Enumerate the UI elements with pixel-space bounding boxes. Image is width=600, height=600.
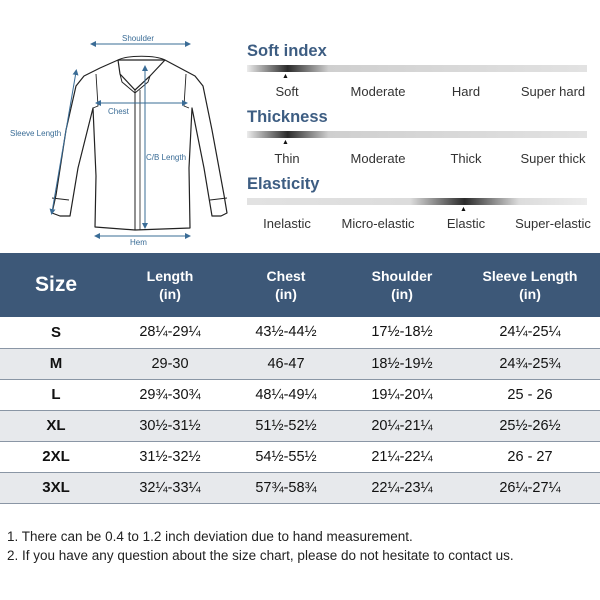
shoulder-header-unit: (in) (391, 286, 413, 302)
shoulder-header-label: Shoulder (371, 268, 433, 284)
soft-index-options: Soft Moderate Hard Super hard (247, 84, 587, 104)
table-row: L 29¾-30¾ 48¼-49¼ 19¼-20¼ 25 - 26 (0, 379, 600, 410)
sleeve-length-cell: 24¾-25¾ (460, 348, 600, 379)
soft-index-title: Soft index (247, 42, 327, 60)
elasticity-gradient (247, 198, 587, 205)
soft-index-option: Soft (275, 84, 299, 99)
size-header: Size (0, 253, 112, 317)
chest-label: Chest (108, 107, 129, 116)
elasticity-option: Super-elastic (515, 216, 591, 231)
sleeve-length-cell: 25 - 26 (460, 379, 600, 410)
soft-index-gradient (247, 65, 587, 72)
size-chart-notes: 1. There can be 0.4 to 1.2 inch deviatio… (7, 527, 514, 565)
shoulder-cell: 22¼-23¼ (344, 472, 460, 503)
note-line: 1. There can be 0.4 to 1.2 inch deviatio… (7, 529, 413, 544)
soft-index-section: Soft index ▲ Soft Moderate Hard Super ha… (247, 42, 587, 99)
elasticity-option: Inelastic (263, 216, 311, 231)
thickness-gradient (247, 131, 587, 138)
elasticity-options: Inelastic Micro-elastic Elastic Super-el… (247, 216, 591, 236)
sleeve-length-header: Sleeve Length (in) (460, 253, 600, 317)
soft-index-marker-icon: ▲ (282, 73, 289, 80)
sleeve-length-cell: 24¼-25¼ (460, 317, 600, 348)
length-cell: 29¾-30¾ (112, 379, 228, 410)
elasticity-scale (247, 198, 587, 205)
shoulder-cell: 19¼-20¼ (344, 379, 460, 410)
thickness-options: Thin Moderate Thick Super thick (247, 151, 587, 171)
chest-cell: 51½-52½ (228, 410, 344, 441)
elasticity-option: Micro-elastic (341, 216, 415, 231)
size-cell: 3XL (0, 472, 112, 503)
table-row: M 29-30 46-47 18½-19½ 24¾-25¾ (0, 348, 600, 379)
elasticity-title: Elasticity (247, 175, 320, 193)
thickness-option: Thick (450, 151, 482, 166)
soft-index-option: Hard (451, 84, 481, 99)
size-cell: XL (0, 410, 112, 441)
size-cell: 2XL (0, 441, 112, 472)
chest-header: Chest (in) (228, 253, 344, 317)
chest-cell: 43½-44½ (228, 317, 344, 348)
sleeve-length-cell: 26¼-27¼ (460, 472, 600, 503)
shoulder-header: Shoulder (in) (344, 253, 460, 317)
shoulder-cell: 17½-18½ (344, 317, 460, 348)
chest-header-unit: (in) (275, 286, 297, 302)
size-cell: M (0, 348, 112, 379)
chest-header-label: Chest (266, 268, 306, 284)
shirt-measurement-diagram: Shoulder Chest Sleeve Length C/B Length … (0, 0, 240, 250)
thickness-scale (247, 131, 587, 138)
thickness-option: Super thick (520, 151, 586, 166)
length-header: Length (in) (112, 253, 228, 317)
length-cell: 32¼-33¼ (112, 472, 228, 503)
thickness-title: Thickness (247, 108, 328, 126)
elasticity-option: Elastic (446, 216, 486, 231)
sleeve-length-header-label: Sleeve Length (482, 268, 578, 284)
table-row: 2XL 31½-32½ 54½-55½ 21¼-22¼ 26 - 27 (0, 441, 600, 472)
elasticity-section: Elasticity ▲ Inelastic Micro-elastic Ela… (247, 175, 591, 231)
table-row: S 28¼-29¼ 43½-44½ 17½-18½ 24¼-25¼ (0, 317, 600, 348)
note-line: 2. If you have any question about the si… (7, 548, 514, 563)
length-cell: 29-30 (112, 348, 228, 379)
length-cell: 30½-31½ (112, 410, 228, 441)
size-cell: L (0, 379, 112, 410)
chest-cell: 46-47 (228, 348, 344, 379)
table-row: XL 30½-31½ 51½-52½ 20¼-21¼ 25½-26½ (0, 410, 600, 441)
sleeve-length-cell: 25½-26½ (460, 410, 600, 441)
sleeve-length-label: Sleeve Length (10, 129, 62, 138)
chest-cell: 54½-55½ (228, 441, 344, 472)
shoulder-cell: 21¼-22¼ (344, 441, 460, 472)
thickness-option: Moderate (350, 151, 406, 166)
shoulder-cell: 20¼-21¼ (344, 410, 460, 441)
table-row: 3XL 32¼-33¼ 57¾-58¾ 22¼-23¼ 26¼-27¼ (0, 472, 600, 503)
soft-index-scale (247, 65, 587, 72)
shoulder-cell: 18½-19½ (344, 348, 460, 379)
sleeve-length-header-unit: (in) (519, 286, 541, 302)
table-header-row: Size Length (in) Chest (in) Shoulder (in) S… (0, 253, 600, 317)
size-chart-table: Size Length (in) Chest (in) Shoulder (in) S… (0, 253, 600, 504)
cb-length-label: C/B Length (146, 153, 187, 162)
size-header-label: Size (34, 273, 78, 296)
size-cell: S (0, 317, 112, 348)
thickness-marker-icon: ▲ (282, 139, 289, 146)
length-cell: 31½-32½ (112, 441, 228, 472)
length-header-label: Length (146, 268, 194, 284)
thickness-section: Thickness ▲ Thin Moderate Thick Super th… (247, 108, 587, 166)
shirt-outline-illustration (49, 41, 228, 239)
chest-cell: 48¼-49¼ (228, 379, 344, 410)
chest-cell: 57¾-58¾ (228, 472, 344, 503)
thickness-option: Thin (274, 151, 300, 166)
length-cell: 28¼-29¼ (112, 317, 228, 348)
soft-index-option: Super hard (520, 84, 586, 99)
soft-index-option: Moderate (350, 84, 406, 99)
length-header-unit: (in) (159, 286, 181, 302)
elasticity-marker-icon: ▲ (460, 206, 467, 213)
hem-label: Hem (130, 238, 147, 247)
shoulder-label: Shoulder (122, 34, 155, 43)
sleeve-length-cell: 26 - 27 (460, 441, 600, 472)
